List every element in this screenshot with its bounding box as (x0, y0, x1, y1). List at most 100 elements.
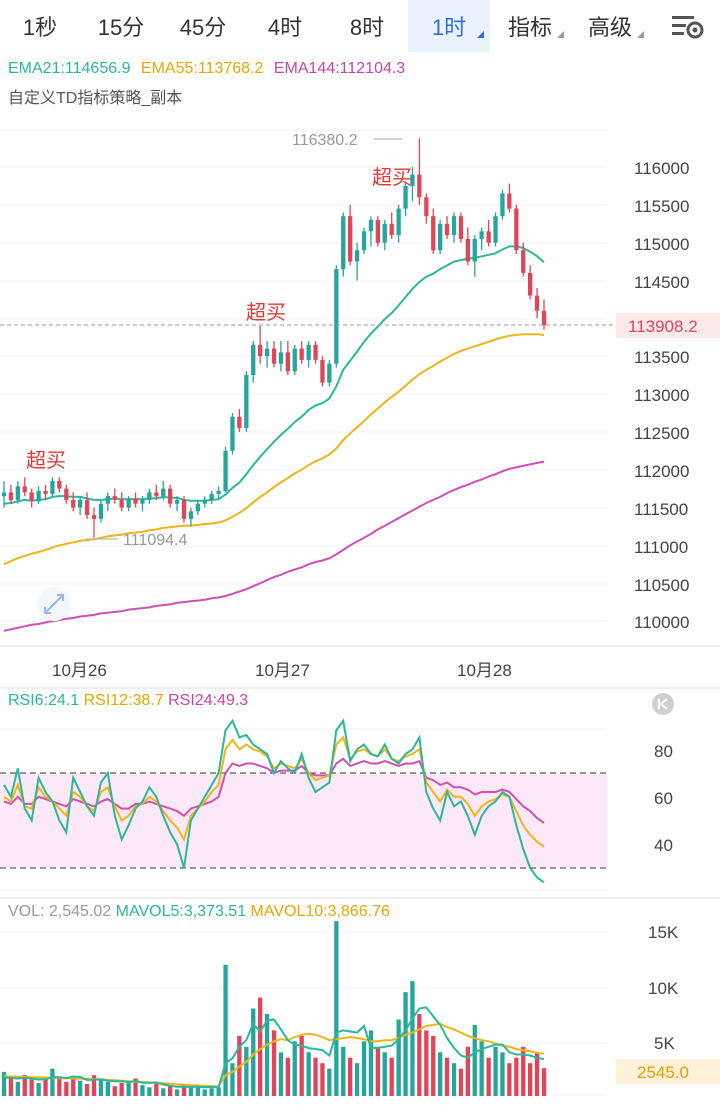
candle-body (50, 481, 55, 494)
volume-bar (382, 1052, 387, 1096)
tab-15m[interactable]: 15分 (80, 0, 162, 52)
current-volume-tag (616, 1059, 720, 1084)
candle-body (438, 223, 443, 251)
overbought-label: 超买 (26, 448, 66, 472)
volume-bar (541, 1068, 547, 1096)
price-tick: 112000 (634, 462, 689, 481)
candle-body (361, 231, 367, 251)
candle-body (451, 216, 457, 236)
candle-body (264, 348, 270, 357)
candle-body (521, 250, 526, 273)
rsi6-line (3, 718, 545, 884)
volume-bar (493, 1046, 498, 1096)
volume-ma-lines (3, 1006, 545, 1089)
candle-body (375, 220, 380, 243)
volume-bar (306, 1052, 311, 1096)
volume-bar (299, 1035, 304, 1096)
tab-4h[interactable]: 4时 (244, 0, 326, 52)
candle-body (514, 208, 519, 251)
price-tick: 111500 (634, 500, 688, 519)
volume-bar (174, 1089, 180, 1096)
volume-bar (334, 921, 339, 1096)
candle-body (500, 193, 505, 217)
volume-bar (521, 1046, 526, 1096)
grid (0, 129, 607, 1096)
tab-45m[interactable]: 45分 (162, 0, 244, 52)
volume-bar (368, 1030, 374, 1096)
candle-body (348, 216, 353, 262)
candle-body (230, 416, 235, 451)
volume-bar (119, 1082, 124, 1096)
date-tick: 10月27 (255, 661, 310, 680)
rsi-band (0, 773, 607, 868)
candle-body (119, 499, 124, 508)
rsi-legend: RSI6:24.1 RSI12:38.7 RSI24:49.3 (8, 692, 248, 710)
tab-1s[interactable]: 1秒 (0, 0, 80, 52)
dropdown-corner-icon (637, 31, 644, 38)
candle-body (71, 499, 76, 508)
candle-body (410, 174, 415, 186)
volume-bar (451, 1063, 457, 1096)
volume-bar (64, 1081, 69, 1096)
candle-body (237, 416, 242, 429)
volume-bar (168, 1086, 173, 1096)
tab-1h[interactable]: 1时 (408, 0, 490, 52)
candle-body (465, 238, 470, 262)
chart-settings-icon[interactable] (670, 10, 706, 42)
tab-label: 45分 (179, 15, 227, 40)
candle-body (389, 223, 394, 236)
price-tick: 116000 (634, 159, 689, 178)
candle-body (541, 310, 547, 326)
candles (1, 138, 547, 538)
volume-bar (154, 1082, 159, 1096)
candle-body (98, 503, 104, 519)
candle-body (168, 488, 173, 504)
collapse-icon[interactable] (652, 693, 674, 715)
volume-bar (313, 1057, 318, 1096)
volume-bar (15, 1081, 20, 1096)
volume-bar (424, 1030, 429, 1096)
candle-body (278, 352, 284, 364)
candle-body (174, 499, 180, 504)
volume-bar (84, 1084, 90, 1096)
candle-body (417, 174, 422, 198)
volume-bar (528, 1063, 533, 1096)
volume-bar (140, 1085, 145, 1096)
volume-bar (195, 1086, 200, 1096)
candle-body (112, 496, 117, 500)
tab-label: 1秒 (22, 15, 58, 40)
candle-body (126, 498, 131, 508)
candle-body (444, 223, 450, 236)
volume-bar (341, 1046, 346, 1096)
volume-bar (320, 1063, 325, 1096)
overbought-label: 超买 (246, 300, 286, 324)
candle-body (354, 250, 360, 262)
date-tick: 10月28 (457, 661, 512, 680)
candle-body (251, 344, 256, 376)
volume-bar (458, 1068, 464, 1096)
volume-bar (348, 1057, 353, 1096)
expand-icon[interactable] (37, 587, 71, 621)
tab-label: 1时 (431, 15, 467, 40)
candle-body (334, 269, 339, 364)
volume-bar (8, 1078, 14, 1096)
tab-indicators[interactable]: 指标 (490, 0, 570, 52)
current-price-value: 113908.2 (628, 317, 698, 336)
tab-8h[interactable]: 8时 (326, 0, 408, 52)
candle-body (133, 498, 138, 504)
low-price-label: 111094.4 (123, 532, 187, 549)
price-tick: 114500 (634, 273, 689, 292)
dropdown-corner-icon (557, 31, 564, 38)
candle-body (216, 490, 221, 494)
ema144-value: EMA144:112104.3 (273, 60, 406, 77)
volume-bar (472, 1024, 477, 1096)
volume-tick: 10K (648, 979, 679, 998)
candle-body (78, 499, 83, 508)
tab-advanced[interactable]: 高级 (570, 0, 650, 52)
volume-bar (112, 1086, 117, 1096)
volume-bar (479, 1041, 484, 1096)
candle-body (327, 363, 332, 383)
candle-body (292, 348, 297, 372)
candle-body (147, 492, 152, 500)
